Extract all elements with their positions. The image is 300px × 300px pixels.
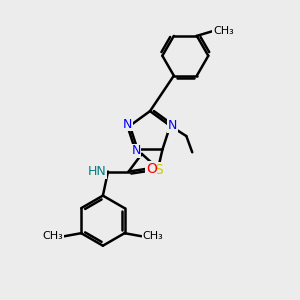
Text: N: N <box>131 145 141 158</box>
Text: N: N <box>123 118 132 131</box>
Text: S: S <box>154 163 162 177</box>
Text: O: O <box>146 162 157 176</box>
Text: HN: HN <box>88 165 106 178</box>
Text: CH₃: CH₃ <box>142 231 163 241</box>
Text: CH₃: CH₃ <box>213 26 234 37</box>
Text: N: N <box>168 119 177 132</box>
Text: CH₃: CH₃ <box>43 231 64 241</box>
